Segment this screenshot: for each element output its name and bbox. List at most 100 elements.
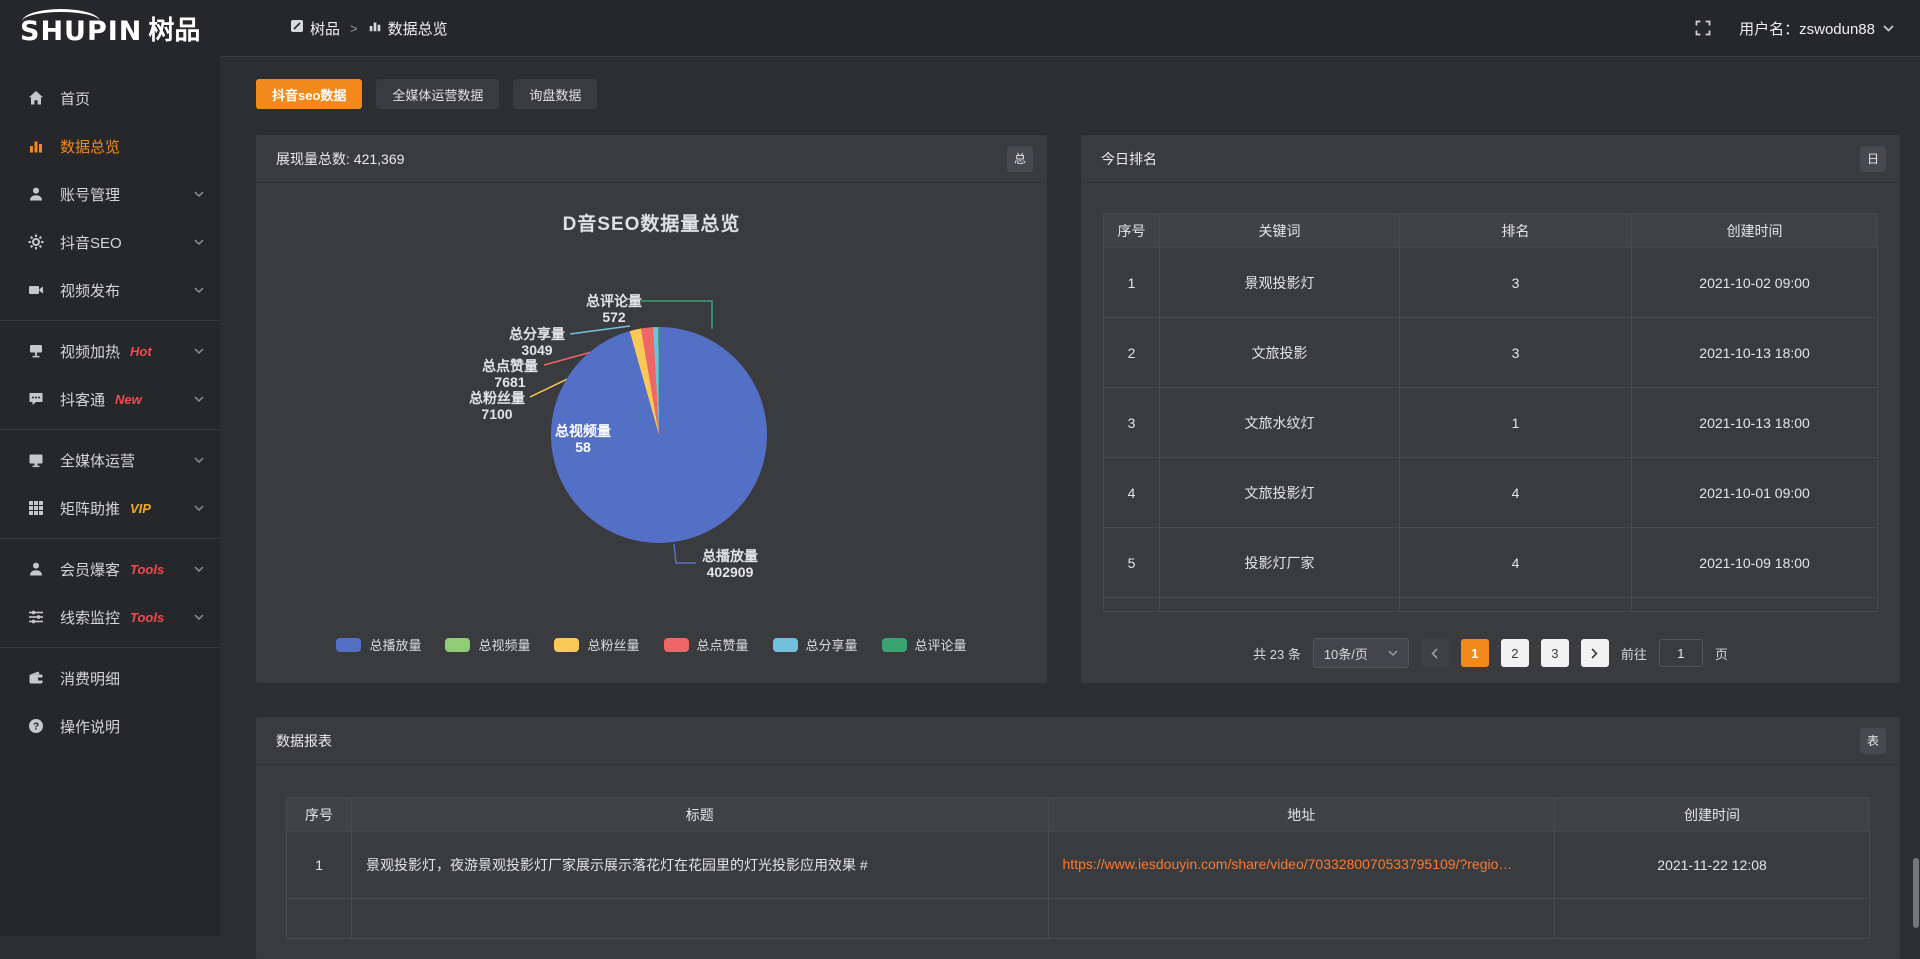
tools-badge: Tools: [130, 610, 164, 625]
wallet-icon: [26, 670, 46, 686]
logo-text-en: SHUPIN: [20, 16, 142, 47]
col-address: 地址: [1048, 798, 1555, 832]
breadcrumb-item-current[interactable]: 数据总览: [368, 18, 448, 39]
video-address-link[interactable]: https://www.iesdouyin.com/share/video/70…: [1063, 856, 1513, 872]
sidebar-item-member-baoke[interactable]: 会员爆客 Tools: [0, 545, 220, 593]
sidebar-divider: [0, 647, 220, 648]
sidebar-item-data-overview[interactable]: 数据总览: [0, 122, 220, 170]
page-button-2[interactable]: 2: [1501, 639, 1529, 667]
sidebar-item-video-heat[interactable]: 视频加热 Hot: [0, 327, 220, 375]
sidebar-item-instructions[interactable]: ? 操作说明: [0, 702, 220, 750]
sidebar-item-douketong[interactable]: 抖客通 New: [0, 375, 220, 423]
chevron-down-icon: [194, 191, 204, 197]
sidebar-item-consumption[interactable]: 消费明细: [0, 654, 220, 702]
question-circle-icon: ?: [26, 718, 46, 734]
heat-plug-icon: [26, 343, 46, 359]
fullscreen-icon[interactable]: [1695, 20, 1711, 36]
legend-item-fans[interactable]: 总粉丝量: [554, 635, 639, 654]
user-icon: [26, 561, 46, 577]
report-panel-title: 数据报表: [276, 731, 332, 751]
page-size-select[interactable]: 10条/页: [1313, 638, 1409, 668]
sidebar-item-lead-monitor[interactable]: 线索监控 Tools: [0, 593, 220, 641]
table-row-partial: [1104, 598, 1878, 612]
prev-page-button[interactable]: [1421, 639, 1449, 667]
col-created: 创建时间: [1632, 214, 1878, 248]
chevron-right-icon: [1591, 648, 1598, 659]
legend-item-plays[interactable]: 总播放量: [336, 635, 421, 654]
chevron-left-icon: [1431, 648, 1438, 659]
col-rank: 排名: [1399, 214, 1631, 248]
pagination: 共 23 条 10条/页 1 2 3 前往: [1103, 638, 1878, 668]
chat-bubble-icon: [26, 391, 46, 407]
breadcrumb: 树品 > 数据总览: [290, 18, 448, 39]
page-button-3[interactable]: 3: [1541, 639, 1569, 667]
breadcrumb-separator: >: [350, 21, 358, 36]
legend-item-videos[interactable]: 总视频量: [445, 635, 530, 654]
legend-swatch: [554, 638, 579, 652]
table-row-partial: [287, 899, 1870, 939]
bar-chart-icon: [368, 19, 382, 37]
col-index: 序号: [287, 798, 352, 832]
username-label: 用户名：zswodun88: [1739, 18, 1875, 39]
logo-text-cn: 树品: [148, 10, 200, 47]
chart-title: D音SEO数据量总览: [256, 209, 1047, 236]
chevron-down-icon: [194, 239, 204, 245]
chart-legend: 总播放量 总视频量 总粉丝量 总点赞量 总分享量 总评论量: [256, 635, 1047, 654]
page-button-1[interactable]: 1: [1461, 639, 1489, 667]
legend-swatch: [445, 638, 470, 652]
col-created: 创建时间: [1555, 798, 1870, 832]
impressions-total-label: 展现量总数: 421,369: [276, 149, 404, 169]
home-icon: [26, 90, 46, 106]
tab-media-operation-data[interactable]: 全媒体运营数据: [376, 79, 499, 109]
today-rank-panel: 今日排名 日 序号 关键词 排名 创建时间: [1081, 135, 1900, 683]
gear-icon: [26, 234, 46, 250]
monitor-icon: [26, 452, 46, 468]
legend-swatch: [664, 638, 689, 652]
tab-douyin-seo-data[interactable]: 抖音seo数据: [256, 79, 362, 109]
day-badge-button[interactable]: 日: [1860, 146, 1886, 172]
sidebar-item-account[interactable]: 账号管理: [0, 170, 220, 218]
video-camera-icon: [26, 282, 46, 298]
legend-swatch: [882, 638, 907, 652]
legend-item-likes[interactable]: 总点赞量: [664, 635, 749, 654]
tools-badge: Tools: [130, 562, 164, 577]
breadcrumb-item-home[interactable]: 树品: [290, 18, 340, 39]
col-title: 标题: [352, 798, 1049, 832]
tab-inquiry-data[interactable]: 询盘数据: [513, 79, 597, 109]
legend-item-comments[interactable]: 总评论量: [882, 635, 967, 654]
chevron-down-icon: [194, 566, 204, 572]
sidebar-item-douyin-seo[interactable]: 抖音SEO: [0, 218, 220, 266]
sidebar: 首页 数据总览 账号管理 抖音SEO 视频发布 视频加热 Hot 抖客通 New…: [0, 56, 220, 936]
legend-swatch: [336, 638, 361, 652]
app-logo: SHUPIN 树品: [0, 10, 220, 47]
sidebar-item-media-operation[interactable]: 全媒体运营: [0, 436, 220, 484]
sidebar-item-home[interactable]: 首页: [0, 74, 220, 122]
page-unit-label: 页: [1715, 644, 1728, 663]
chevron-down-icon: [194, 348, 204, 354]
user-icon: [26, 186, 46, 202]
hot-badge: Hot: [130, 344, 152, 359]
sidebar-item-matrix-boost[interactable]: 矩阵助推 VIP: [0, 484, 220, 532]
goto-page-input[interactable]: [1659, 639, 1703, 667]
sidebar-item-video-publish[interactable]: 视频发布: [0, 266, 220, 314]
table-row: 1 景观投影灯，夜游景观投影灯厂家展示展示落花灯在花园里的灯光投影应用效果 # …: [287, 832, 1870, 899]
total-badge-button[interactable]: 总: [1007, 146, 1033, 172]
legend-item-shares[interactable]: 总分享量: [773, 635, 858, 654]
scrollbar-thumb[interactable]: [1913, 858, 1919, 928]
vip-badge: VIP: [130, 501, 151, 516]
chevron-down-icon: [194, 457, 204, 463]
user-menu[interactable]: 用户名：zswodun88: [1739, 18, 1894, 39]
next-page-button[interactable]: [1581, 639, 1609, 667]
table-badge-button[interactable]: 表: [1860, 728, 1886, 754]
